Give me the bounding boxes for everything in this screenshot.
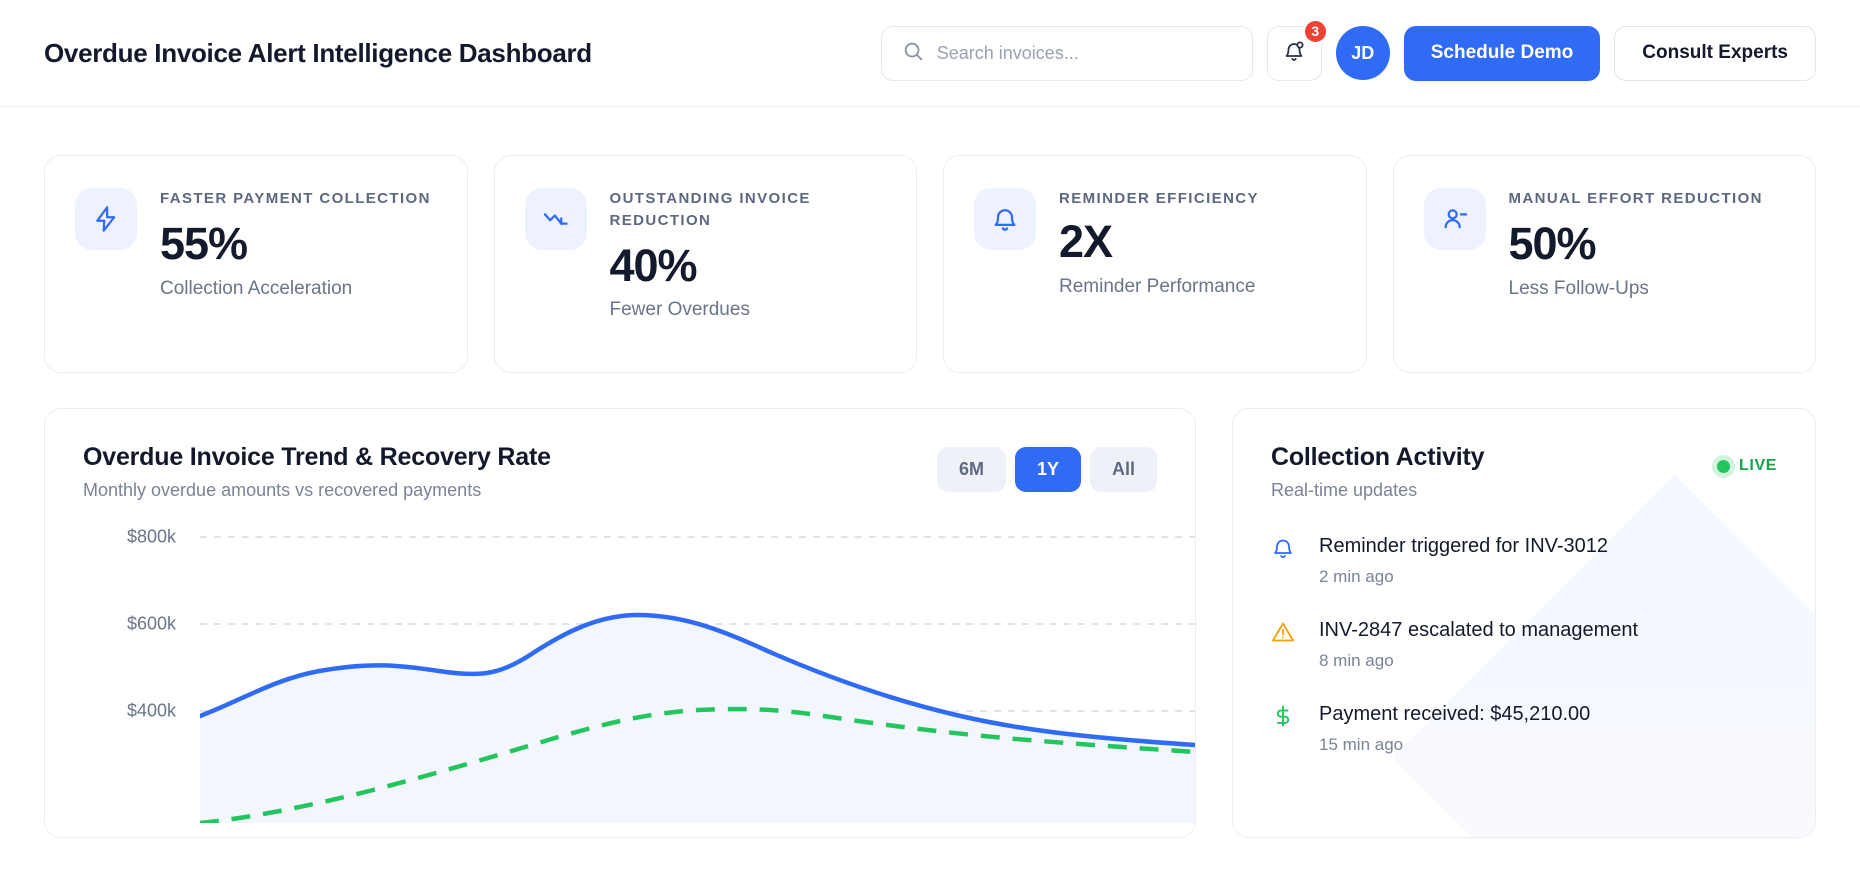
live-indicator-dot bbox=[1717, 459, 1731, 473]
live-label: LIVE bbox=[1739, 457, 1777, 474]
user-minus-icon bbox=[1423, 188, 1486, 250]
stat-value: 55% bbox=[160, 217, 248, 269]
list-item[interactable]: Reminder triggered for INV-3012 2 min ag… bbox=[1271, 534, 1777, 587]
list-item[interactable]: INV-2847 escalated to management 8 min a… bbox=[1271, 618, 1777, 671]
activity-text: Reminder triggered for INV-3012 bbox=[1319, 535, 1609, 557]
stat-label: Faster Payment Collection bbox=[160, 190, 431, 207]
stat-card-manual-effort-reduction: Manual Effort Reduction 50% Less Follow-… bbox=[1392, 155, 1816, 373]
stat-value: 50% bbox=[1508, 217, 1597, 269]
activity-subtitle: Real-time updates bbox=[1271, 480, 1418, 500]
chart-svg-container bbox=[197, 523, 1195, 826]
stat-subtitle: Reminder Performance bbox=[1059, 275, 1256, 297]
app-header: Overdue Invoice Alert Intelligence Dashb… bbox=[0, 0, 1860, 107]
activity-timestamp: 8 min ago bbox=[1319, 651, 1394, 670]
trending-down-icon bbox=[524, 188, 587, 250]
stat-subtitle: Fewer Overdues bbox=[609, 299, 750, 321]
bell-icon bbox=[1282, 39, 1306, 68]
stat-label: Outstanding Invoice Reduction bbox=[609, 190, 811, 229]
stat-subtitle: Less Follow-Ups bbox=[1508, 277, 1649, 299]
chart-title: Overdue Invoice Trend & Recovery Rate bbox=[83, 443, 551, 471]
activity-title: Collection Activity bbox=[1271, 443, 1485, 471]
notification-badge: 3 bbox=[1302, 18, 1328, 44]
chart-plot-area: $800k $600k $400k bbox=[45, 523, 1195, 826]
y-tick-label: $600k bbox=[126, 613, 176, 634]
schedule-demo-button[interactable]: Schedule Demo bbox=[1403, 25, 1601, 81]
search-box[interactable] bbox=[880, 25, 1253, 81]
activity-list: Reminder triggered for INV-3012 2 min ag… bbox=[1271, 534, 1777, 755]
status-badge: LIVE bbox=[1717, 443, 1777, 475]
stat-card-outstanding-invoice-reduction: Outstanding Invoice Reduction 40% Fewer … bbox=[493, 155, 917, 373]
avatar[interactable]: JD bbox=[1335, 26, 1390, 80]
range-button-6m[interactable]: 6M bbox=[936, 447, 1006, 492]
consult-experts-button[interactable]: Consult Experts bbox=[1614, 25, 1816, 81]
y-tick-label: $800k bbox=[126, 526, 176, 547]
dollar-icon bbox=[1271, 702, 1297, 733]
search-input[interactable] bbox=[936, 42, 1232, 64]
lower-grid: Overdue Invoice Trend & Recovery Rate Mo… bbox=[0, 373, 1860, 838]
page-title: Overdue Invoice Alert Intelligence Dashb… bbox=[44, 37, 592, 68]
stat-value: 40% bbox=[609, 239, 698, 291]
activity-timestamp: 15 min ago bbox=[1319, 735, 1404, 754]
lightning-bolt-icon bbox=[75, 188, 137, 250]
stat-value: 2X bbox=[1059, 215, 1113, 267]
activity-header: Collection Activity Real-time updates LI… bbox=[1271, 443, 1777, 501]
stat-card-reminder-efficiency: Reminder Efficiency 2X Reminder Performa… bbox=[943, 155, 1367, 373]
notifications-button[interactable]: 3 bbox=[1266, 18, 1328, 81]
stat-label: Manual Effort Reduction bbox=[1508, 190, 1763, 207]
chart-card: Overdue Invoice Trend & Recovery Rate Mo… bbox=[44, 408, 1196, 838]
list-item[interactable]: Payment received: $45,210.00 15 min ago bbox=[1271, 702, 1777, 755]
bell-icon bbox=[974, 188, 1036, 250]
range-button-all[interactable]: All bbox=[1089, 447, 1157, 492]
chart-subtitle: Monthly overdue amounts vs recovered pay… bbox=[83, 480, 482, 500]
activity-text: Payment received: $45,210.00 bbox=[1319, 703, 1591, 725]
search-icon bbox=[902, 40, 924, 67]
stat-subtitle: Collection Acceleration bbox=[160, 277, 353, 299]
stats-row: Faster Payment Collection 55% Collection… bbox=[0, 107, 1860, 373]
activity-text: INV-2847 escalated to management bbox=[1319, 619, 1639, 641]
stat-label: Reminder Efficiency bbox=[1059, 190, 1259, 207]
activity-timestamp: 2 min ago bbox=[1319, 567, 1394, 586]
activity-card: Collection Activity Real-time updates LI… bbox=[1232, 408, 1816, 838]
warning-triangle-icon bbox=[1271, 618, 1297, 649]
y-tick-label: $400k bbox=[126, 700, 176, 721]
range-button-1y[interactable]: 1Y bbox=[1014, 447, 1081, 492]
bell-icon bbox=[1271, 534, 1297, 565]
chart-range-selector: 6M 1Y All bbox=[936, 443, 1157, 492]
chart-header: Overdue Invoice Trend & Recovery Rate Mo… bbox=[45, 443, 1195, 501]
trend-chart bbox=[197, 536, 1195, 826]
y-axis-labels: $800k $600k $400k bbox=[45, 523, 200, 823]
stat-card-faster-payment-collection: Faster Payment Collection 55% Collection… bbox=[44, 155, 468, 373]
header-actions: 3 JD Schedule Demo Consult Experts bbox=[880, 18, 1816, 81]
